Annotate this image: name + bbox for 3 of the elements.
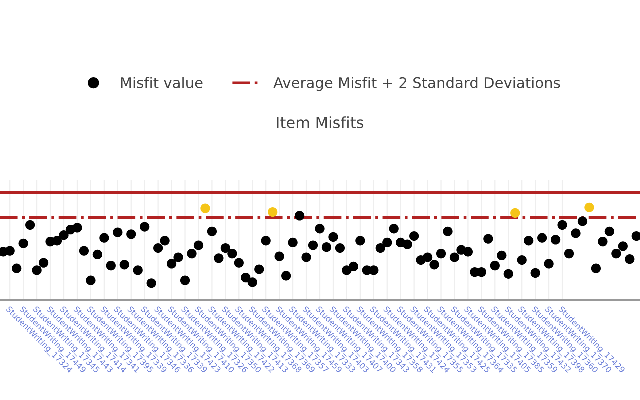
chart-title: Item Misfits bbox=[277, 116, 364, 128]
legend-label: Misfit value bbox=[121, 77, 203, 88]
legend-label: Average Misfit + 2 Standard Deviations bbox=[274, 77, 560, 92]
